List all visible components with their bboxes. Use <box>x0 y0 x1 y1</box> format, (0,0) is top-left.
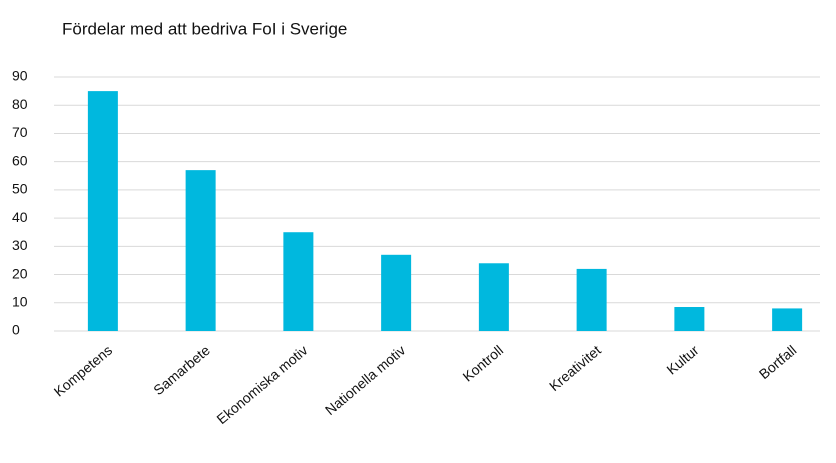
x-tick-label: Kultur <box>663 342 702 378</box>
bar <box>772 308 803 331</box>
bar <box>283 232 314 331</box>
y-tick-label: 20 <box>12 265 28 281</box>
y-tick-label: 50 <box>12 181 28 197</box>
y-tick-label: 60 <box>12 152 28 168</box>
x-tick-label: Nationella motiv <box>322 342 409 418</box>
y-tick-label: 70 <box>12 124 28 140</box>
y-tick-label: 40 <box>12 209 28 225</box>
bar <box>576 268 607 331</box>
x-tick-label: Samarbete <box>150 342 213 398</box>
bar <box>87 91 118 331</box>
bar <box>478 263 509 331</box>
bar <box>381 254 412 331</box>
x-tick-label: Ekonomiska motiv <box>213 342 310 427</box>
chart-title: Fördelar med att bedriva FoI i Sverige <box>62 19 347 38</box>
y-tick-label: 30 <box>12 237 28 253</box>
bar <box>674 307 705 331</box>
x-tick-label: Bortfall <box>756 342 800 382</box>
x-tick-label: Kontroll <box>460 342 507 385</box>
x-tick-label: Kreativitet <box>546 342 604 394</box>
bar <box>185 170 216 331</box>
y-tick-label: 90 <box>12 68 28 84</box>
y-tick-label: 10 <box>12 293 28 309</box>
y-tick-label: 80 <box>12 96 28 112</box>
y-tick-label: 0 <box>12 322 20 338</box>
x-tick-label: Kompetens <box>51 342 116 400</box>
